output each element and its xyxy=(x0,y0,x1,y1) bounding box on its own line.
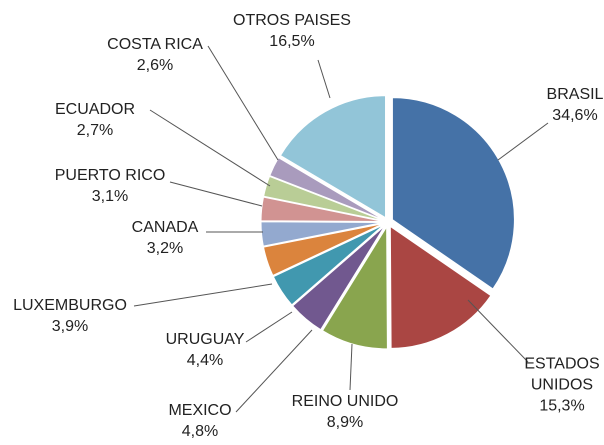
category-label: LUXEMBURGO xyxy=(13,297,127,314)
leader-line xyxy=(467,299,529,363)
category-label: COSTA RICA xyxy=(107,36,203,53)
data-label: URUGUAY 4,4% xyxy=(166,329,245,371)
pie-slice xyxy=(389,225,492,349)
data-label: REINO UNIDO 8,9% xyxy=(292,391,399,433)
category-label: ECUADOR xyxy=(54,101,136,118)
pie-slice xyxy=(262,223,384,277)
leader-line xyxy=(497,122,549,161)
category-label: URUGUAY xyxy=(165,331,245,348)
value-label: 34,6% xyxy=(552,107,598,124)
pie-slice xyxy=(292,225,386,331)
category-label: PUERTO RICO xyxy=(54,167,166,184)
value-label: 16,5% xyxy=(269,33,315,50)
value-label: 3,9% xyxy=(51,318,89,335)
data-label: ESTADOS UNIDOS 15,3% xyxy=(515,354,604,417)
value-label: 4,4% xyxy=(186,352,224,369)
value-label: 3,2% xyxy=(146,240,184,257)
data-label: OTROS PAISES 16,5% xyxy=(233,10,351,52)
leader-line xyxy=(169,181,263,207)
value-label: 8,9% xyxy=(326,414,364,431)
pie-slice xyxy=(260,221,384,247)
category-label: OTROS PAISES xyxy=(233,12,351,29)
category-label: MEXICO xyxy=(168,402,232,419)
leader-line xyxy=(235,329,313,413)
pie-slice xyxy=(260,196,384,222)
leader-line xyxy=(207,45,279,161)
data-label: CANADA 3,2% xyxy=(132,217,199,259)
leader-line xyxy=(317,59,331,99)
data-label: PUERTO RICO 3,1% xyxy=(55,165,166,207)
category-label: REINO UNIDO xyxy=(291,393,399,410)
value-label: 2,6% xyxy=(136,57,174,74)
data-label: LUXEMBURGO 3,9% xyxy=(13,295,127,337)
data-label: BRASIL 34,6% xyxy=(547,84,604,126)
leader-line xyxy=(245,311,293,343)
value-label: 15,3% xyxy=(539,397,585,415)
value-label: 4,8% xyxy=(181,423,219,440)
pie-slice xyxy=(279,95,387,219)
pie-slice xyxy=(272,224,385,306)
leader-line xyxy=(349,343,353,391)
pie-slice xyxy=(391,97,515,290)
data-label: MEXICO 4,8% xyxy=(168,400,231,442)
leader-line xyxy=(149,109,271,187)
category-label: ESTADOS UNIDOS xyxy=(524,355,600,394)
data-label: ECUADOR 2,7% xyxy=(55,99,135,141)
pie-slice xyxy=(321,225,388,350)
value-label: 3,1% xyxy=(91,188,129,205)
category-label: CANADA xyxy=(131,219,199,236)
pie-slice xyxy=(269,157,384,221)
value-label: 2,7% xyxy=(76,122,114,139)
pie-slice xyxy=(263,175,384,222)
category-label: BRASIL xyxy=(546,86,604,103)
data-label: COSTA RICA 2,6% xyxy=(107,34,203,76)
leader-line xyxy=(133,283,273,307)
